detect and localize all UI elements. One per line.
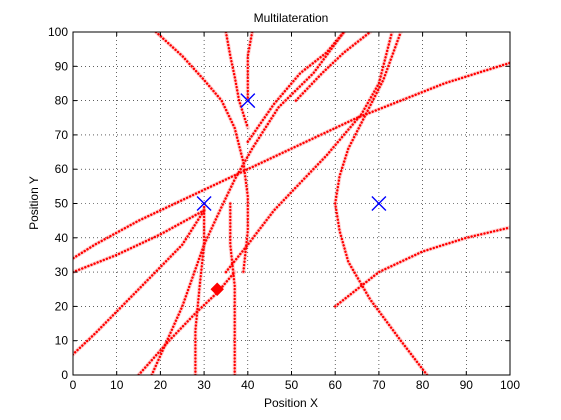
x-tick-label: 50 — [285, 378, 299, 392]
curve-dots — [229, 202, 236, 375]
x-tick-label: 20 — [154, 378, 168, 392]
estimated-position-marker — [210, 282, 224, 296]
curve-dots — [150, 32, 346, 375]
x-tick-label: 10 — [110, 378, 124, 392]
curve-dots — [246, 32, 346, 143]
y-tick-label: 70 — [55, 128, 69, 142]
curve-dots — [154, 32, 249, 274]
y-tick-label: 80 — [55, 94, 69, 108]
anchor-x-marker — [371, 196, 387, 211]
curve-dots — [246, 32, 254, 102]
y-axis-label: Position Y — [27, 176, 41, 230]
chart-title: Multilateration — [254, 11, 329, 25]
x-tick-label: 0 — [70, 378, 77, 392]
curve-dots — [73, 209, 206, 357]
curve-dots — [73, 61, 510, 260]
grid-lines — [73, 32, 510, 375]
curve-dots — [224, 32, 249, 130]
x-tick-label: 40 — [241, 378, 255, 392]
curve-dots — [224, 32, 394, 274]
anchor-x-marker — [196, 196, 212, 211]
y-tick-label: 60 — [55, 162, 69, 176]
curve-dots — [334, 32, 429, 375]
hyperbola-curves — [73, 32, 510, 375]
x-tick-label: 70 — [372, 378, 386, 392]
x-tick-label: 60 — [329, 378, 343, 392]
curve-dots — [294, 32, 372, 102]
x-tick-label: 80 — [416, 378, 430, 392]
curve-dots — [334, 226, 510, 308]
curve-dots — [73, 209, 206, 274]
curve-dots — [194, 202, 206, 375]
y-tick-label: 0 — [61, 368, 68, 382]
y-tick-label: 90 — [55, 59, 69, 73]
y-tick-label: 10 — [55, 334, 69, 348]
y-tick-label: 20 — [55, 299, 69, 313]
markers — [196, 93, 387, 296]
x-tick-label: 100 — [500, 378, 520, 392]
y-tick-label: 30 — [55, 265, 69, 279]
y-tick-label: 40 — [55, 231, 69, 245]
y-tick-label: 100 — [48, 25, 68, 39]
x-axis-label: Position X — [264, 396, 318, 410]
curve-dots — [137, 270, 236, 375]
anchor-x-marker — [240, 93, 256, 109]
x-tick-label: 30 — [197, 378, 211, 392]
axis-ticks: 0 10 20 30 40 50 60 70 80 90 100 0 10 20 30 40 50 60 70 80 9… — [48, 25, 520, 392]
x-tick-label: 90 — [460, 378, 474, 392]
y-tick-label: 50 — [55, 197, 69, 211]
